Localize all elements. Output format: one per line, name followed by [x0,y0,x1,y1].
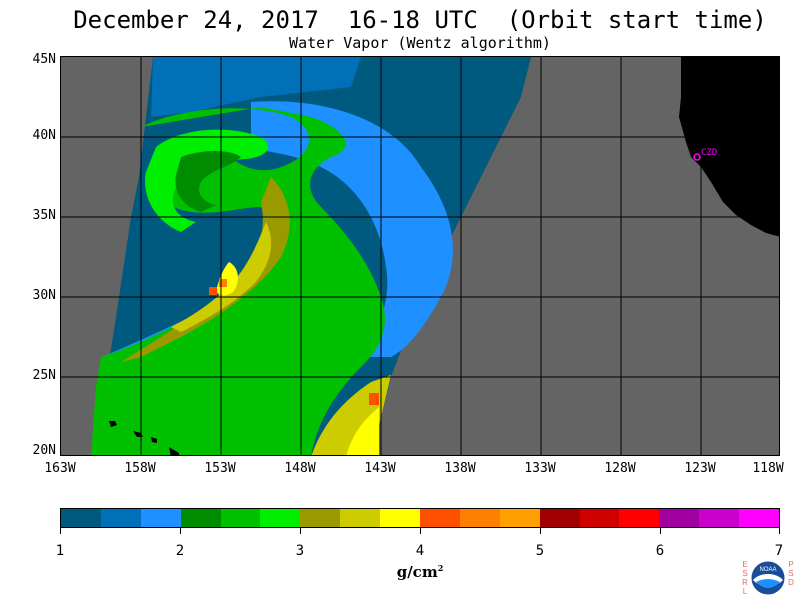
colorbar-swatch-4 [220,509,261,527]
swath-orange-core-1 [219,279,227,287]
colorbar-tick-5 [540,528,541,534]
noaa-emblem-icon: NOAA [750,560,786,596]
map-svg: CZD [61,57,779,455]
colorbar-label-7: 7 [774,543,784,559]
lat-label-35n: 35N [32,208,56,223]
lon-label-163w: 163W [44,461,76,476]
colorbar-label-4: 4 [415,543,425,559]
swath-orange-core-2 [209,287,217,295]
water-vapor-map: CZD [60,56,780,456]
lon-label-118w: 118W [752,461,784,476]
colorbar-swatch-9 [420,509,460,527]
colorbar-swatch-13 [579,509,620,527]
colorbar-label-1: 1 [55,543,65,559]
chart-title: December 24, 2017 16-18 UTC (Orbit start… [73,6,767,34]
swath-dark-green-core [175,151,241,212]
swath-southeast-yellow [346,407,379,455]
lon-label-148w: 148W [284,461,316,476]
colorbar-label-2: 2 [175,543,185,559]
logo-noaa-text: NOAA [759,567,776,573]
colorbar-swatch-10 [459,509,500,527]
lon-label-128w: 128W [604,461,636,476]
lat-label-40n: 40N [32,128,56,143]
swath-blue-band-north [151,57,361,117]
california-land [679,57,779,237]
colorbar-tick-1 [60,528,61,534]
colorbar-swatch-5 [260,509,301,527]
colorbar-swatch-2 [140,509,181,527]
colorbar-unit: g/cm2 [390,563,450,581]
chart-subtitle: Water Vapor (Wentz algorithm) [289,34,551,52]
colorbar-swatch-6 [300,509,341,527]
colorbar-swatch-11 [499,509,540,527]
colorbar-swatch-1 [100,509,141,527]
colorbar-tick-6 [660,528,661,534]
colorbar-swatch-12 [539,509,580,527]
colorbar [60,508,780,528]
lon-label-153w: 153W [204,461,236,476]
colorbar-swatch-7 [340,509,381,527]
site-marker-czd [693,153,701,161]
colorbar-tick-3 [300,528,301,534]
colorbar-unit-sup: 2 [437,563,444,573]
colorbar-tick-7 [779,528,780,534]
colorbar-swatch-17 [739,509,780,527]
site-label-czd: CZD [701,148,717,158]
colorbar-swatch-8 [380,509,421,527]
colorbar-tick-2 [180,528,181,534]
colorbar-swatch-16 [699,509,740,527]
lon-label-133w: 133W [524,461,556,476]
colorbar-label-5: 5 [535,543,545,559]
map-grid [61,57,779,455]
swath-blue-band-east [251,101,453,357]
colorbar-swatch-3 [180,509,221,527]
colorbar-unit-text: g/cm [396,563,438,581]
lat-label-20n: 20N [32,443,56,458]
lon-label-123w: 123W [684,461,716,476]
colorbar-swatch-14 [619,509,660,527]
lat-label-30n: 30N [32,288,56,303]
lon-label-143w: 143W [364,461,396,476]
lon-label-138w: 138W [444,461,476,476]
swath-southeast-orange [369,393,379,405]
swath-yellow-plume [171,222,272,332]
colorbar-label-6: 6 [655,543,665,559]
colorbar-label-3: 3 [295,543,305,559]
colorbar-swatch-15 [659,509,700,527]
colorbar-tick-4 [420,528,421,534]
lon-label-158w: 158W [124,461,156,476]
lat-label-45n: 45N [32,52,56,67]
lat-label-25n: 25N [32,368,56,383]
colorbar-swatch-0 [61,509,101,527]
hawaii-islands [109,421,179,455]
